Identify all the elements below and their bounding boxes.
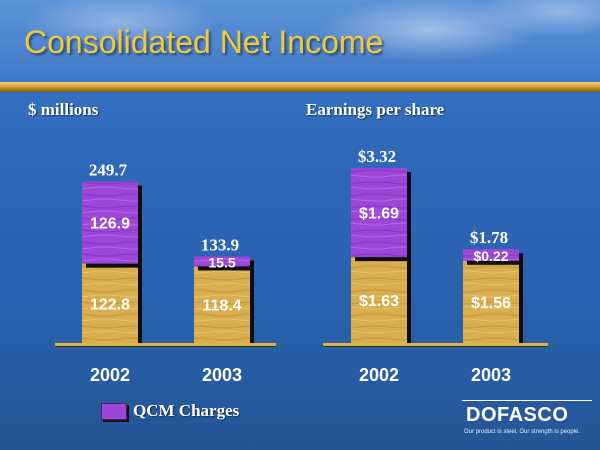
- segment-value-label: $1.69: [359, 206, 399, 223]
- header-gold-band: [0, 82, 600, 92]
- segment-value-label: $1.56: [471, 295, 511, 312]
- segment-value-label: $1.63: [359, 293, 399, 310]
- bar-segment-qcm-2002: [351, 168, 407, 258]
- logo-wordmark: DOFASCO: [466, 404, 569, 426]
- total-value-label: $3.32: [358, 147, 396, 166]
- total-value-label: 249.7: [89, 161, 128, 180]
- dofasco-logo: DOFASCO Our product is steel. Our streng…: [462, 396, 594, 444]
- category-label-2002: 2002: [359, 365, 399, 385]
- bar-segment-base-2003: [463, 260, 519, 343]
- axis-baseline: [55, 343, 276, 346]
- category-label-2003: 2003: [471, 365, 511, 385]
- logo-tagline: Our product is steel. Our strength is pe…: [464, 429, 581, 435]
- axis-baseline: [323, 343, 548, 346]
- bar-segment-base-2003: [194, 266, 250, 343]
- segment-value-label: 122.8: [90, 296, 130, 313]
- axis-baseline-shadow: [55, 346, 276, 347]
- right-chart-title: Earnings per share: [306, 100, 445, 119]
- page-title: Consolidated Net Income: [24, 24, 384, 60]
- category-label-2002: 2002: [90, 365, 130, 385]
- legend-swatch-qcm: [101, 402, 127, 420]
- bar-segment-qcm-2002: [82, 181, 138, 264]
- bar-segment-base-2002: [82, 263, 138, 343]
- bar-segment-qcm-2003: [463, 249, 519, 261]
- category-label-2003: 2003: [202, 365, 242, 385]
- segment-value-label: 126.9: [90, 216, 130, 233]
- segment-value-label: 15.5: [208, 254, 235, 270]
- legend: QCM Charges: [101, 401, 239, 421]
- legend-label-qcm: QCM Charges: [133, 401, 240, 420]
- bar-segment-qcm-2003: [194, 256, 250, 267]
- segment-value-label: 118.4: [202, 298, 241, 315]
- eps-chart: $1.63 $1.69 $3.32 2002 $1.56 $0.22$1.78 2003: [323, 147, 548, 385]
- axis-baseline-shadow: [323, 346, 548, 347]
- total-value-label: 133.9: [201, 235, 239, 254]
- logo-rule: [462, 400, 592, 401]
- left-chart-title: $ millions: [28, 100, 99, 119]
- header-sky-banner: [0, 0, 600, 82]
- segment-value-label: $0.22: [473, 248, 508, 264]
- bar-segment-base-2002: [351, 257, 407, 343]
- total-value-label: $1.78: [470, 228, 508, 247]
